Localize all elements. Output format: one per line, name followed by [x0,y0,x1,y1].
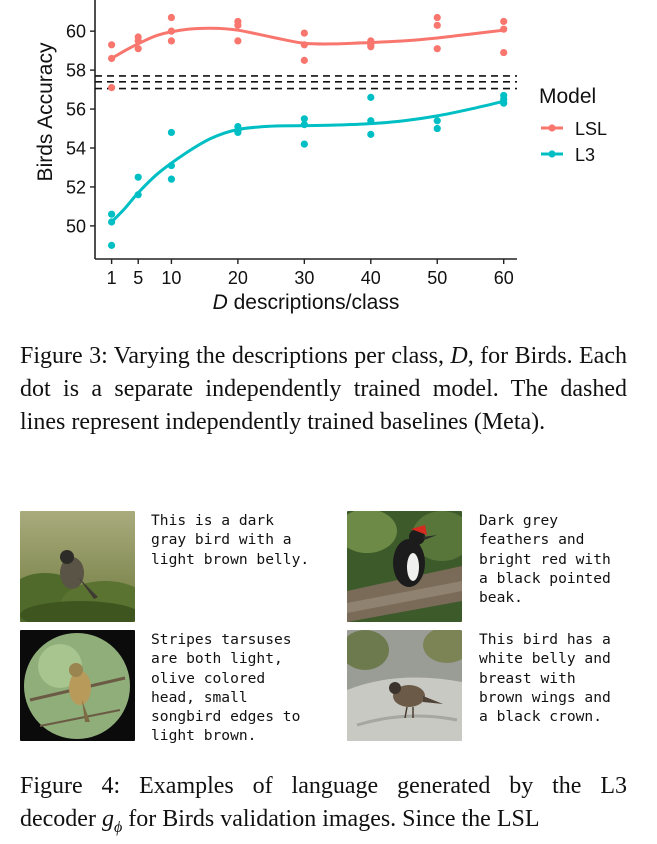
x-tick-label: 10 [161,268,181,288]
figure-3-caption: Figure 3: Varying the descriptions per c… [20,340,627,439]
legend-label-l3: L3 [575,145,595,165]
figure-4-text: Examples of language generated by the L3… [20,773,628,832]
figure-4-caption: Figure 4: Examples of language generated… [20,770,627,844]
data-point-lsl [433,21,441,29]
data-point-lsl [234,37,242,45]
data-point-l3 [367,117,375,125]
x-tick-label: 30 [294,268,314,288]
x-tick-label: 5 [133,268,143,288]
data-point-l3 [108,241,116,249]
data-point-lsl [134,45,142,53]
data-point-lsl [300,56,308,64]
example-text-4: This bird has a white belly and breast w… [479,631,611,726]
x-axis-label-rest: descriptions/class [228,291,400,314]
y-tick-label: 60 [66,22,86,42]
figure-3-chart: 50 52 54 56 58 60 1 5 10 20 30 40 50 60 Birds Accurac… [34,0,607,314]
example-text-3: Stripes tarsuses are both light, olive c… [151,631,301,745]
y-tick-label: 58 [66,61,86,81]
data-point-l3 [108,218,116,226]
data-point-lsl [500,25,508,33]
data-point-l3 [134,173,142,181]
smooth-line-l3 [110,99,505,224]
x-tick-label: 60 [494,268,514,288]
data-point-lsl [433,45,441,53]
data-point-l3 [167,128,176,137]
x-tick-label: 20 [228,268,248,288]
plot-area: 50 52 54 56 58 60 1 5 10 20 30 40 50 60 [66,0,517,288]
data-point-l3 [367,93,375,101]
x-axis-variable: D [213,291,228,314]
data-point-lsl [367,43,375,51]
data-point-l3 [167,161,176,170]
figure-3-text: Varying the descriptions per class, [107,343,444,369]
y-tick-label: 54 [66,139,86,159]
data-point-lsl [500,48,508,57]
legend: Model LSL L3 [539,85,607,165]
data-point-lsl [300,29,308,37]
figure-4-variable: g [101,806,114,832]
data-point-l3 [433,117,441,125]
figure-3-label: Figure 3: [20,343,108,369]
data-point-l3 [300,121,308,129]
data-point-lsl [108,54,116,63]
example-image-bird-on-rock [347,630,462,741]
data-point-lsl [234,21,242,29]
figure-4-variable-subscript: ϕ [113,818,123,836]
example-text-1: This is a dark gray bird with a light br… [151,512,310,568]
data-point-l3 [300,140,308,148]
data-point-lsl [300,41,308,49]
legend-key-dot-lsl [548,124,556,132]
data-point-l3 [500,99,508,107]
example-image-sparrow-on-branch [20,630,135,741]
y-axis-label: Birds Accuracy [34,42,57,181]
data-point-lsl [134,37,142,45]
data-point-l3 [367,130,375,138]
data-point-lsl [108,41,116,49]
figure-4-label: Figure 4: [20,773,121,799]
data-point-l3 [108,210,116,218]
data-point-l3 [234,128,242,137]
x-tick-label: 50 [427,268,447,288]
legend-key-dot-l3 [548,150,556,158]
data-point-l3 [300,115,308,123]
legend-title: Model [539,85,596,108]
data-point-lsl [167,27,176,35]
example-text-2: Dark grey feathers and bright red with a… [479,512,611,607]
data-point-l3 [433,124,441,133]
y-tick-label: 56 [66,100,86,120]
data-point-l3 [134,191,142,199]
figure-3-variable: D [450,343,468,369]
smooth-line-lsl [110,26,504,60]
data-point-lsl [167,37,176,45]
figure-4-text-end: for Birds validation images. Since the L… [122,806,540,832]
example-image-sparrow-on-shrub [20,511,135,622]
x-tick-label: 40 [361,268,381,288]
y-tick-label: 50 [66,216,86,236]
data-point-l3 [167,175,176,183]
legend-label-lsl: LSL [575,119,607,139]
x-axis-label: D descriptions/class [213,291,400,314]
data-point-lsl [167,13,176,22]
data-point-lsl [108,84,116,92]
figure-3-text-end: , for Birds. Each dot is a separate inde… [20,343,627,435]
x-tick-label: 1 [107,268,117,288]
data-point-lsl [500,17,508,26]
y-tick-label: 52 [66,177,86,197]
data-point-lsl [433,13,441,22]
example-image-woodpecker-on-log [347,511,462,622]
